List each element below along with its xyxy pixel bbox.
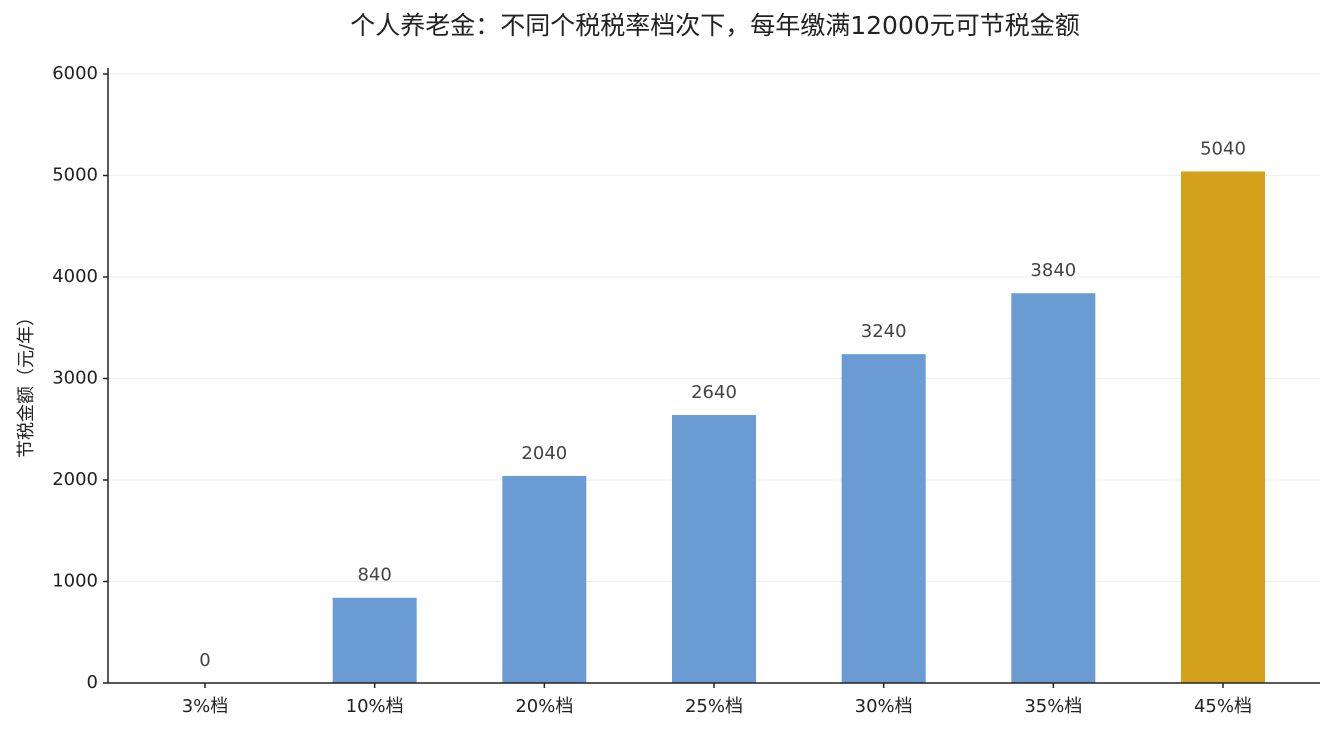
x-tick-label: 3%档: [182, 696, 229, 717]
y-axis-label: 节税金额（元/年）: [16, 308, 37, 458]
y-tick-label: 6000: [52, 63, 98, 84]
value-label: 0: [199, 650, 210, 671]
value-label: 3240: [861, 321, 907, 342]
y-tick-label: 4000: [52, 266, 98, 287]
x-tick-label: 30%档: [855, 696, 913, 717]
x-tick-label: 45%档: [1194, 696, 1252, 717]
x-tick-label: 25%档: [685, 696, 743, 717]
bar: [1181, 171, 1265, 683]
value-label: 3840: [1030, 260, 1076, 281]
value-label: 5040: [1200, 138, 1246, 159]
y-tick-label: 2000: [52, 469, 98, 490]
x-tick-label: 10%档: [346, 696, 404, 717]
bar: [1011, 293, 1096, 683]
chart-title: 个人养老金：不同个税税率档次下，每年缴满12000元可节税金额: [350, 11, 1080, 40]
value-label: 840: [357, 565, 391, 586]
bar: [502, 475, 587, 683]
value-label: 2040: [521, 443, 567, 464]
x-tick-label: 20%档: [515, 696, 573, 717]
value-label: 2640: [691, 382, 737, 403]
y-tick-label: 0: [87, 672, 98, 693]
bar: [332, 597, 417, 683]
bar: [841, 354, 926, 683]
y-tick-label: 1000: [52, 571, 98, 592]
x-tick-label: 35%档: [1024, 696, 1082, 717]
bar: [672, 415, 756, 683]
y-tick-label: 3000: [52, 368, 98, 389]
y-tick-label: 5000: [52, 165, 98, 186]
